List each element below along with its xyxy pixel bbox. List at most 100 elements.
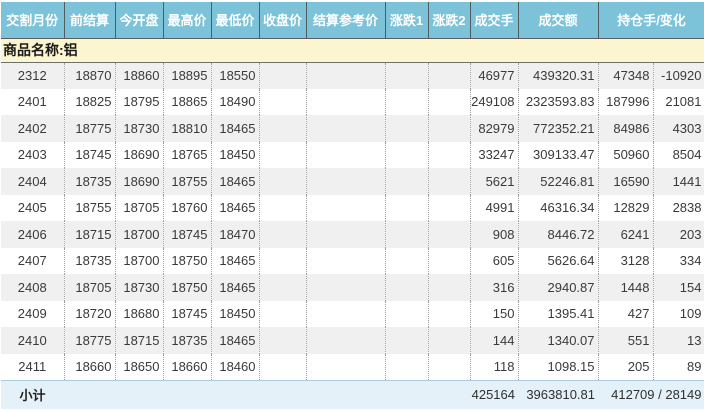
cell-low: 18490 xyxy=(211,88,260,115)
cell-volume: 150 xyxy=(470,300,519,327)
cell-change1 xyxy=(385,274,429,301)
cell-turnover: 2323593.83 xyxy=(518,88,599,115)
cell-open-interest: 47348 xyxy=(598,62,654,89)
cell-turnover: 2940.87 xyxy=(518,274,599,301)
cell-settle-ref xyxy=(306,194,386,221)
cell-prev-settle: 18745 xyxy=(64,141,116,168)
cell-volume: 605 xyxy=(470,247,519,274)
cell-open: 18730 xyxy=(115,115,164,142)
cell-open: 18715 xyxy=(115,327,164,354)
cell-high: 18750 xyxy=(163,274,212,301)
cell-open-interest: 6241 xyxy=(598,221,654,248)
cell-high: 18660 xyxy=(163,353,212,380)
cell-change1 xyxy=(385,221,429,248)
cell-prev-settle: 18735 xyxy=(64,247,116,274)
cell-open: 18795 xyxy=(115,88,164,115)
table-row[interactable]: 2312 18870 18860 18895 18550 46977 439320.31 47… xyxy=(1,62,704,89)
cell-close xyxy=(259,168,307,195)
cell-open-interest: 16590 xyxy=(598,168,654,195)
cell-turnover: 8446.72 xyxy=(518,221,599,248)
cell-oi-change: 4303 xyxy=(653,115,704,142)
table-row[interactable]: 2407 18735 18700 18750 18465 605 5626.64 3128 33… xyxy=(1,247,704,274)
cell-change1 xyxy=(385,141,429,168)
cell-change2 xyxy=(428,168,471,195)
table-row[interactable]: 2402 18775 18730 18810 18465 82979 772352.21 84… xyxy=(1,115,704,142)
cell-volume: 82979 xyxy=(470,115,519,142)
cell-oi-change: 1441 xyxy=(653,168,704,195)
cell-prev-settle: 18775 xyxy=(64,115,116,142)
table-row[interactable]: 2411 18660 18650 18660 18460 118 1098.15 205 89 xyxy=(1,353,704,380)
cell-prev-settle: 18705 xyxy=(64,274,116,301)
table-row[interactable]: 2401 18825 18795 18865 18490 249108 2323593.83… xyxy=(1,88,704,115)
table-row[interactable]: 2404 18735 18690 18755 18465 5621 52246.81 1659… xyxy=(1,168,704,195)
table-row[interactable]: 2403 18745 18690 18765 18450 33247 309133.47 50… xyxy=(1,141,704,168)
cell-month: 2402 xyxy=(1,115,65,142)
cell-low: 18470 xyxy=(211,221,260,248)
cell-turnover: 772352.21 xyxy=(518,115,599,142)
cell-volume: 144 xyxy=(470,327,519,354)
cell-high: 18765 xyxy=(163,141,212,168)
cell-close xyxy=(259,194,307,221)
cell-settle-ref xyxy=(306,168,386,195)
cell-change2 xyxy=(428,247,471,274)
cell-change2 xyxy=(428,194,471,221)
cell-settle-ref xyxy=(306,327,386,354)
header-row: 交割月份 前结算 今开盘 最高价 最低价 收盘价 结算参考价 涨跌1 涨跌2 成… xyxy=(1,2,704,39)
table-row[interactable]: 2410 18775 18715 18735 18465 144 1340.07 551 13 xyxy=(1,327,704,354)
cell-open: 18690 xyxy=(115,168,164,195)
cell-high: 18810 xyxy=(163,115,212,142)
cell-close xyxy=(259,62,307,89)
table-row[interactable]: 2409 18720 18680 18745 18450 150 1395.41 427 109 xyxy=(1,300,704,327)
cell-low: 18465 xyxy=(211,327,260,354)
cell-high: 18755 xyxy=(163,168,212,195)
cell-oi-change: 21081 xyxy=(653,88,704,115)
cell-open-interest: 84986 xyxy=(598,115,654,142)
cell-close xyxy=(259,88,307,115)
subtotal-empty xyxy=(211,379,259,409)
cell-prev-settle: 18825 xyxy=(64,88,116,115)
table-row[interactable]: 2406 18715 18700 18745 18470 908 8446.72 6241 20… xyxy=(1,221,704,248)
cell-close xyxy=(259,221,307,248)
cell-prev-settle: 18720 xyxy=(64,300,116,327)
cell-settle-ref xyxy=(306,141,386,168)
cell-turnover: 309133.47 xyxy=(518,141,599,168)
subtotal-label: 小计 xyxy=(1,379,64,409)
cell-oi-change: 13 xyxy=(653,327,704,354)
cell-volume: 908 xyxy=(470,221,519,248)
cell-open: 18690 xyxy=(115,141,164,168)
cell-change1 xyxy=(385,115,429,142)
table-row[interactable]: 2408 18705 18730 18750 18465 316 2940.87 1448 15… xyxy=(1,274,704,301)
subtotal-empty xyxy=(64,379,115,409)
cell-high: 18865 xyxy=(163,88,212,115)
cell-close xyxy=(259,247,307,274)
cell-oi-change: 203 xyxy=(653,221,704,248)
cell-change1 xyxy=(385,168,429,195)
cell-volume: 249108 xyxy=(470,88,519,115)
cell-month: 2405 xyxy=(1,194,65,221)
cell-turnover: 1340.07 xyxy=(518,327,599,354)
cell-settle-ref xyxy=(306,353,386,380)
header-settle-ref: 结算参考价 xyxy=(306,2,386,39)
cell-close xyxy=(259,353,307,380)
cell-open: 18700 xyxy=(115,221,164,248)
cell-volume: 33247 xyxy=(470,141,519,168)
cell-turnover: 5626.64 xyxy=(518,247,599,274)
cell-volume: 4991 xyxy=(470,194,519,221)
cell-volume: 316 xyxy=(470,274,519,301)
header-change1: 涨跌1 xyxy=(385,2,429,39)
subtotal-open-interest-change: 412709 / 28149 xyxy=(598,379,704,409)
cell-month: 2403 xyxy=(1,141,65,168)
subtotal-turnover: 3963810.81 xyxy=(518,379,598,409)
cell-open-interest: 3128 xyxy=(598,247,654,274)
cell-oi-change: 334 xyxy=(653,247,704,274)
cell-settle-ref xyxy=(306,274,386,301)
cell-change2 xyxy=(428,274,471,301)
cell-open: 18700 xyxy=(115,247,164,274)
cell-change2 xyxy=(428,115,471,142)
table-row[interactable]: 2405 18755 18705 18760 18465 4991 46316.34 1282… xyxy=(1,194,704,221)
subtotal-empty xyxy=(163,379,211,409)
cell-low: 18450 xyxy=(211,300,260,327)
cell-turnover: 1395.41 xyxy=(518,300,599,327)
cell-month: 2407 xyxy=(1,247,65,274)
cell-open-interest: 50960 xyxy=(598,141,654,168)
